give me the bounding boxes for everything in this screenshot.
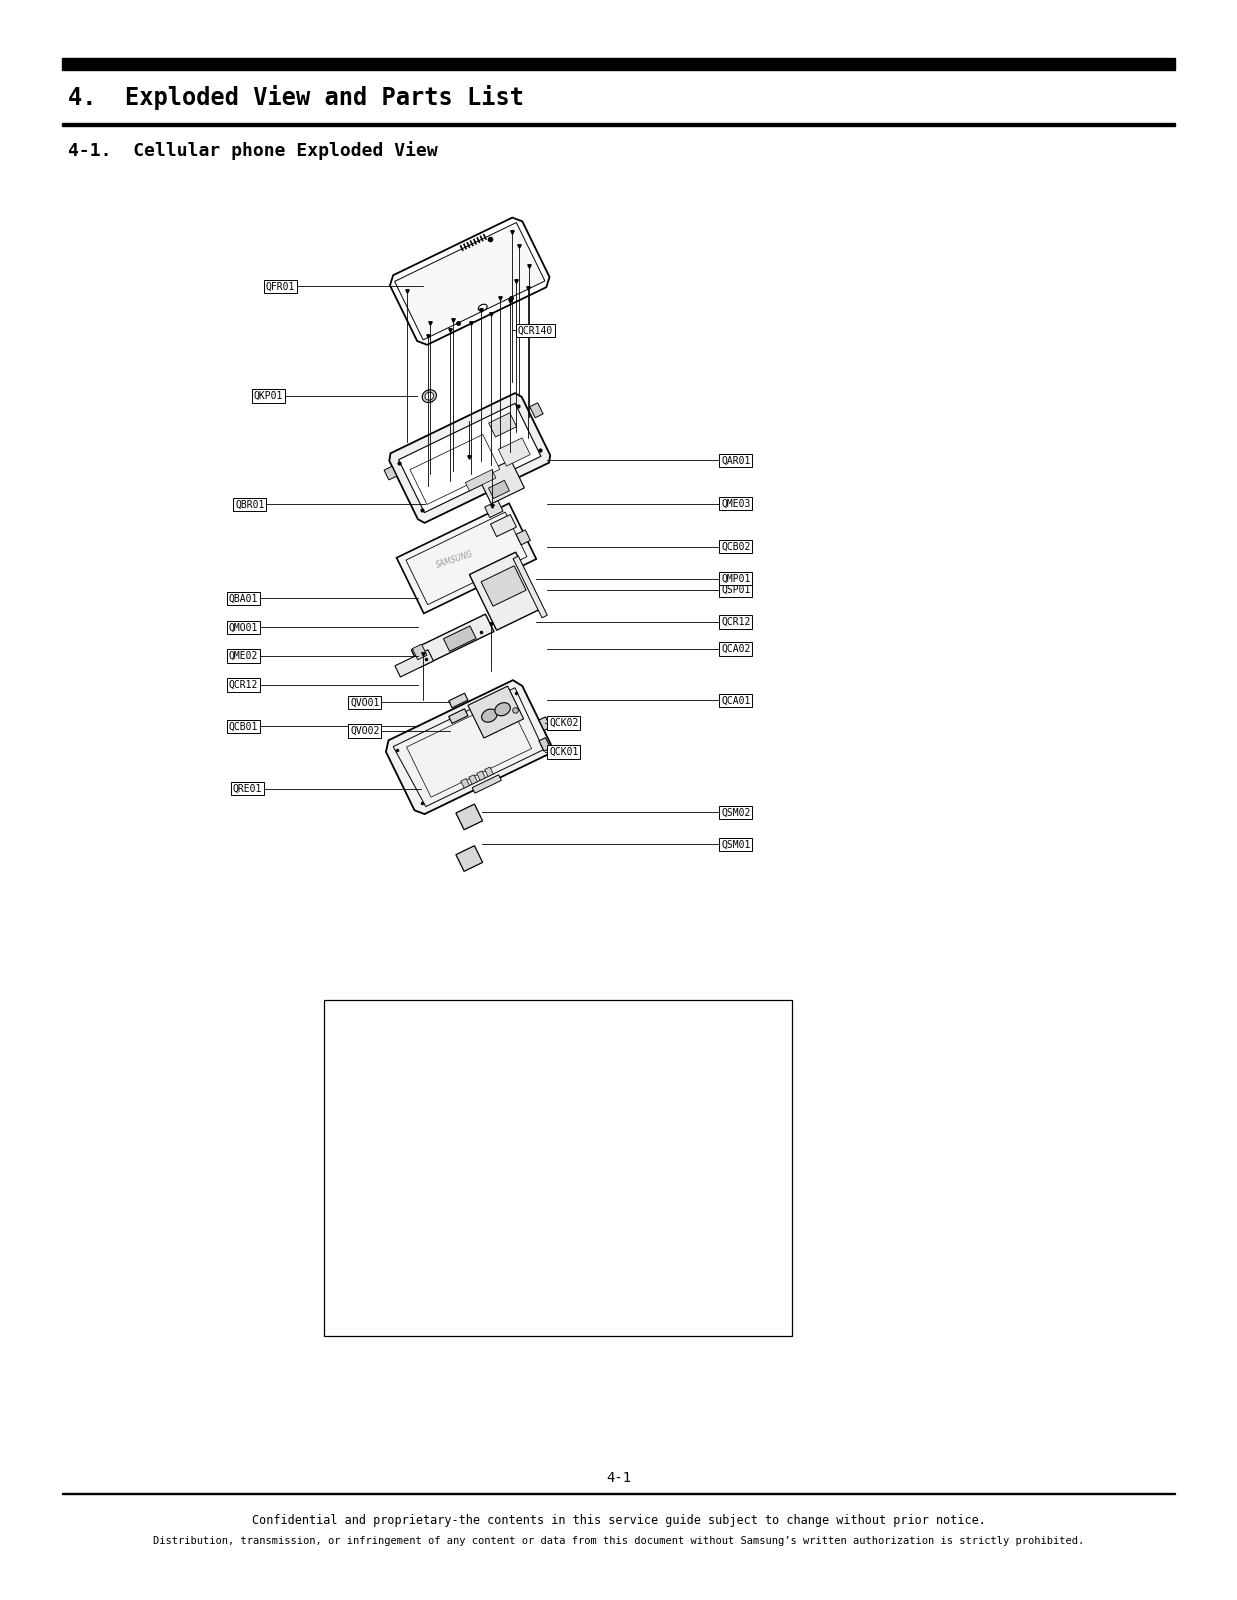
Text: QAR01: QAR01 [721,456,751,466]
Polygon shape [529,403,543,418]
Text: QCB01: QCB01 [229,722,259,731]
Polygon shape [456,846,482,872]
Polygon shape [539,738,550,752]
Polygon shape [513,557,547,618]
Text: QCK02: QCK02 [549,718,579,728]
Text: QCA01: QCA01 [721,696,751,706]
Text: QCR12: QCR12 [229,680,259,690]
Polygon shape [390,394,550,523]
Polygon shape [412,614,494,667]
Polygon shape [395,222,546,339]
Text: QME03: QME03 [721,499,751,509]
Polygon shape [398,403,541,512]
Text: QCR140: QCR140 [518,325,553,336]
Text: QSP01: QSP01 [721,586,751,595]
Text: QCR12: QCR12 [721,618,751,627]
Polygon shape [476,771,485,781]
Polygon shape [444,626,476,651]
Polygon shape [516,530,531,546]
Polygon shape [426,392,434,400]
Polygon shape [489,413,517,437]
Text: 4.  Exploded View and Parts List: 4. Exploded View and Parts List [68,85,524,110]
Polygon shape [481,566,526,606]
Bar [62,123,1175,125]
Polygon shape [479,304,487,310]
Polygon shape [539,717,550,731]
Polygon shape [422,390,437,403]
Text: QKP01: QKP01 [254,390,283,402]
Text: QBA01: QBA01 [229,594,259,603]
Polygon shape [386,680,550,814]
Text: QBR01: QBR01 [235,499,265,509]
Text: SAMSUNG: SAMSUNG [435,549,475,570]
Polygon shape [465,470,496,491]
Polygon shape [468,686,523,738]
Polygon shape [477,461,524,504]
Text: 4-1.  Cellular phone Exploded View: 4-1. Cellular phone Exploded View [68,141,438,160]
Bar [62,1493,1175,1494]
Text: QFR01: QFR01 [266,282,296,291]
Text: QME02: QME02 [229,651,259,661]
Polygon shape [449,709,468,723]
Polygon shape [499,438,531,466]
Text: Distribution, transmission, or infringement of any content or data from this doc: Distribution, transmission, or infringem… [153,1536,1084,1546]
Bar [62,58,1175,69]
Text: 4-1: 4-1 [606,1470,631,1485]
Text: QSM01: QSM01 [721,840,751,850]
Text: QSM02: QSM02 [721,808,751,818]
Polygon shape [412,645,427,659]
Text: QMO01: QMO01 [229,622,259,632]
Polygon shape [469,774,477,784]
Polygon shape [460,779,470,789]
Polygon shape [489,480,510,499]
Polygon shape [456,805,482,830]
Bar [324,1000,792,1336]
Text: QRE01: QRE01 [233,784,262,794]
Text: QCK01: QCK01 [549,747,579,757]
Text: Confidential and proprietary-the contents in this service guide subject to chang: Confidential and proprietary-the content… [251,1514,986,1526]
Polygon shape [390,218,549,344]
Polygon shape [495,702,511,715]
Polygon shape [395,650,433,677]
Polygon shape [481,709,497,722]
Polygon shape [490,515,517,536]
Polygon shape [449,693,468,707]
Text: QVO02: QVO02 [350,726,380,736]
Polygon shape [485,766,494,776]
Text: QCB02: QCB02 [721,542,751,552]
Polygon shape [383,466,397,480]
Polygon shape [397,504,537,613]
Polygon shape [469,552,543,630]
Polygon shape [485,501,503,517]
Polygon shape [473,774,501,794]
Polygon shape [409,435,500,504]
Text: QMP01: QMP01 [721,574,751,584]
Text: QVO01: QVO01 [350,698,380,707]
Text: QCA02: QCA02 [721,645,751,654]
